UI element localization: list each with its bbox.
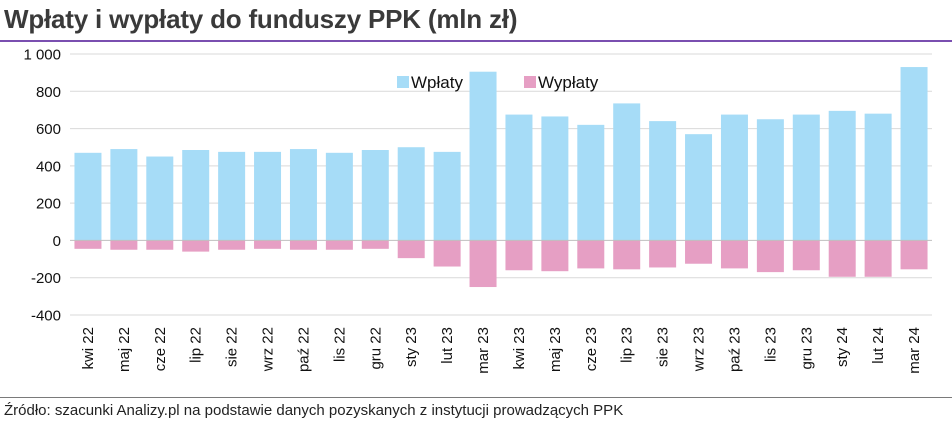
bar-wplaty xyxy=(182,150,210,241)
bar-wplaty xyxy=(110,149,138,241)
bar-wplaty xyxy=(325,152,353,241)
x-tick-label: sty 24 xyxy=(834,327,851,367)
bar-wplaty xyxy=(720,114,748,241)
legend-swatch xyxy=(397,76,409,88)
bar-chart: -400 -200 0 200 400 600 800 1 000 kwi 22 maj 22 cz… xyxy=(23,47,932,374)
bar-wyplaty xyxy=(469,240,497,288)
bar-wyplaty xyxy=(110,240,138,250)
x-tick-label: lip 23 xyxy=(619,327,636,363)
bar-wplaty xyxy=(361,150,389,241)
x-tick-label: maj 22 xyxy=(116,327,133,372)
x-tick-label: maj 23 xyxy=(547,327,564,372)
bar-wyplaty xyxy=(182,240,210,252)
legend-swatch xyxy=(524,76,536,88)
chart-title: Wpłaty i wypłaty do funduszy PPK (mln zł… xyxy=(4,4,518,34)
y-tick-label: 400 xyxy=(36,158,61,175)
y-tick-label: 0 xyxy=(53,233,61,250)
x-tick-label: wrz 22 xyxy=(260,327,277,372)
bar-wyplaty xyxy=(828,240,856,277)
bar-wplaty xyxy=(577,124,605,241)
x-tick-label: cze 23 xyxy=(583,327,600,371)
x-tick-label: mar 24 xyxy=(906,327,923,374)
x-tick-label: wrz 23 xyxy=(691,327,708,372)
bar-wyplaty xyxy=(505,240,533,271)
x-tick-label: paź 23 xyxy=(726,327,743,372)
legend: Wpłaty Wypłaty xyxy=(397,73,599,92)
x-tick-label: gru 22 xyxy=(367,327,384,370)
bar-wyplaty xyxy=(613,240,641,270)
bar-wplaty xyxy=(146,156,174,241)
bars-layer xyxy=(74,67,928,288)
y-tick-label: 1 000 xyxy=(23,47,61,64)
bar-wplaty xyxy=(74,152,102,241)
bar-wyplaty xyxy=(720,240,748,269)
bar-wplaty xyxy=(756,119,784,241)
bar-wyplaty xyxy=(289,240,317,250)
bar-wplaty xyxy=(685,134,713,241)
x-tick-label: paź 22 xyxy=(295,327,312,372)
bar-wplaty xyxy=(397,147,425,241)
footer-divider xyxy=(0,397,952,398)
x-tick-label: lut 24 xyxy=(870,327,887,364)
bar-wyplaty xyxy=(649,240,677,268)
source-note: Źródło: szacunki Analizy.pl na podstawie… xyxy=(4,402,624,419)
bar-wplaty xyxy=(254,151,282,241)
bar-wyplaty xyxy=(577,240,605,269)
axis-layer: -400 -200 0 200 400 600 800 1 000 kwi 22 maj 22 cz… xyxy=(23,47,932,374)
bar-wplaty xyxy=(289,149,317,241)
x-tick-label: cze 22 xyxy=(152,327,169,371)
y-tick-label: -200 xyxy=(31,270,61,287)
bar-wplaty xyxy=(828,110,856,241)
bar-wplaty xyxy=(900,67,928,241)
legend-label: Wypłaty xyxy=(538,73,599,92)
bar-wyplaty xyxy=(146,240,174,250)
y-tick-label: 200 xyxy=(36,196,61,213)
y-tick-label: 800 xyxy=(36,84,61,101)
bar-wyplaty xyxy=(254,240,282,249)
x-tick-label: lis 22 xyxy=(331,327,348,362)
y-tick-label: -400 xyxy=(31,308,61,325)
bar-wyplaty xyxy=(685,240,713,264)
bar-wplaty xyxy=(792,114,820,241)
bar-wplaty xyxy=(541,116,569,241)
bar-wyplaty xyxy=(74,240,102,249)
legend-label: Wpłaty xyxy=(411,73,463,92)
bar-wplaty xyxy=(505,114,533,241)
bar-wplaty xyxy=(469,71,497,241)
x-tick-label: gru 23 xyxy=(798,327,815,370)
bar-wyplaty xyxy=(325,240,353,250)
bar-wyplaty xyxy=(397,240,425,259)
bar-wyplaty xyxy=(218,240,246,250)
bar-wyplaty xyxy=(433,240,461,267)
bar-wplaty xyxy=(218,151,246,241)
bar-wyplaty xyxy=(792,240,820,271)
x-tick-label: kwi 22 xyxy=(80,327,97,370)
title-divider xyxy=(0,40,952,42)
bar-wyplaty xyxy=(756,240,784,273)
bar-wyplaty xyxy=(541,240,569,272)
y-tick-label: 600 xyxy=(36,121,61,138)
x-tick-label: lip 22 xyxy=(188,327,205,363)
x-tick-label: sie 22 xyxy=(224,327,241,367)
bar-wyplaty xyxy=(361,240,389,249)
bar-wplaty xyxy=(433,151,461,241)
x-tick-label: lis 23 xyxy=(762,327,779,362)
x-tick-label: sty 23 xyxy=(403,327,420,367)
bar-wyplaty xyxy=(864,240,892,277)
bar-wplaty xyxy=(649,121,677,241)
grid-layer xyxy=(70,53,932,316)
bar-wplaty xyxy=(864,113,892,241)
bar-wplaty xyxy=(613,103,641,241)
x-tick-label: sie 23 xyxy=(655,327,672,367)
bar-wyplaty xyxy=(900,240,928,270)
x-tick-label: mar 23 xyxy=(475,327,492,374)
x-tick-label: kwi 23 xyxy=(511,327,528,370)
x-tick-label: lut 23 xyxy=(439,327,456,364)
